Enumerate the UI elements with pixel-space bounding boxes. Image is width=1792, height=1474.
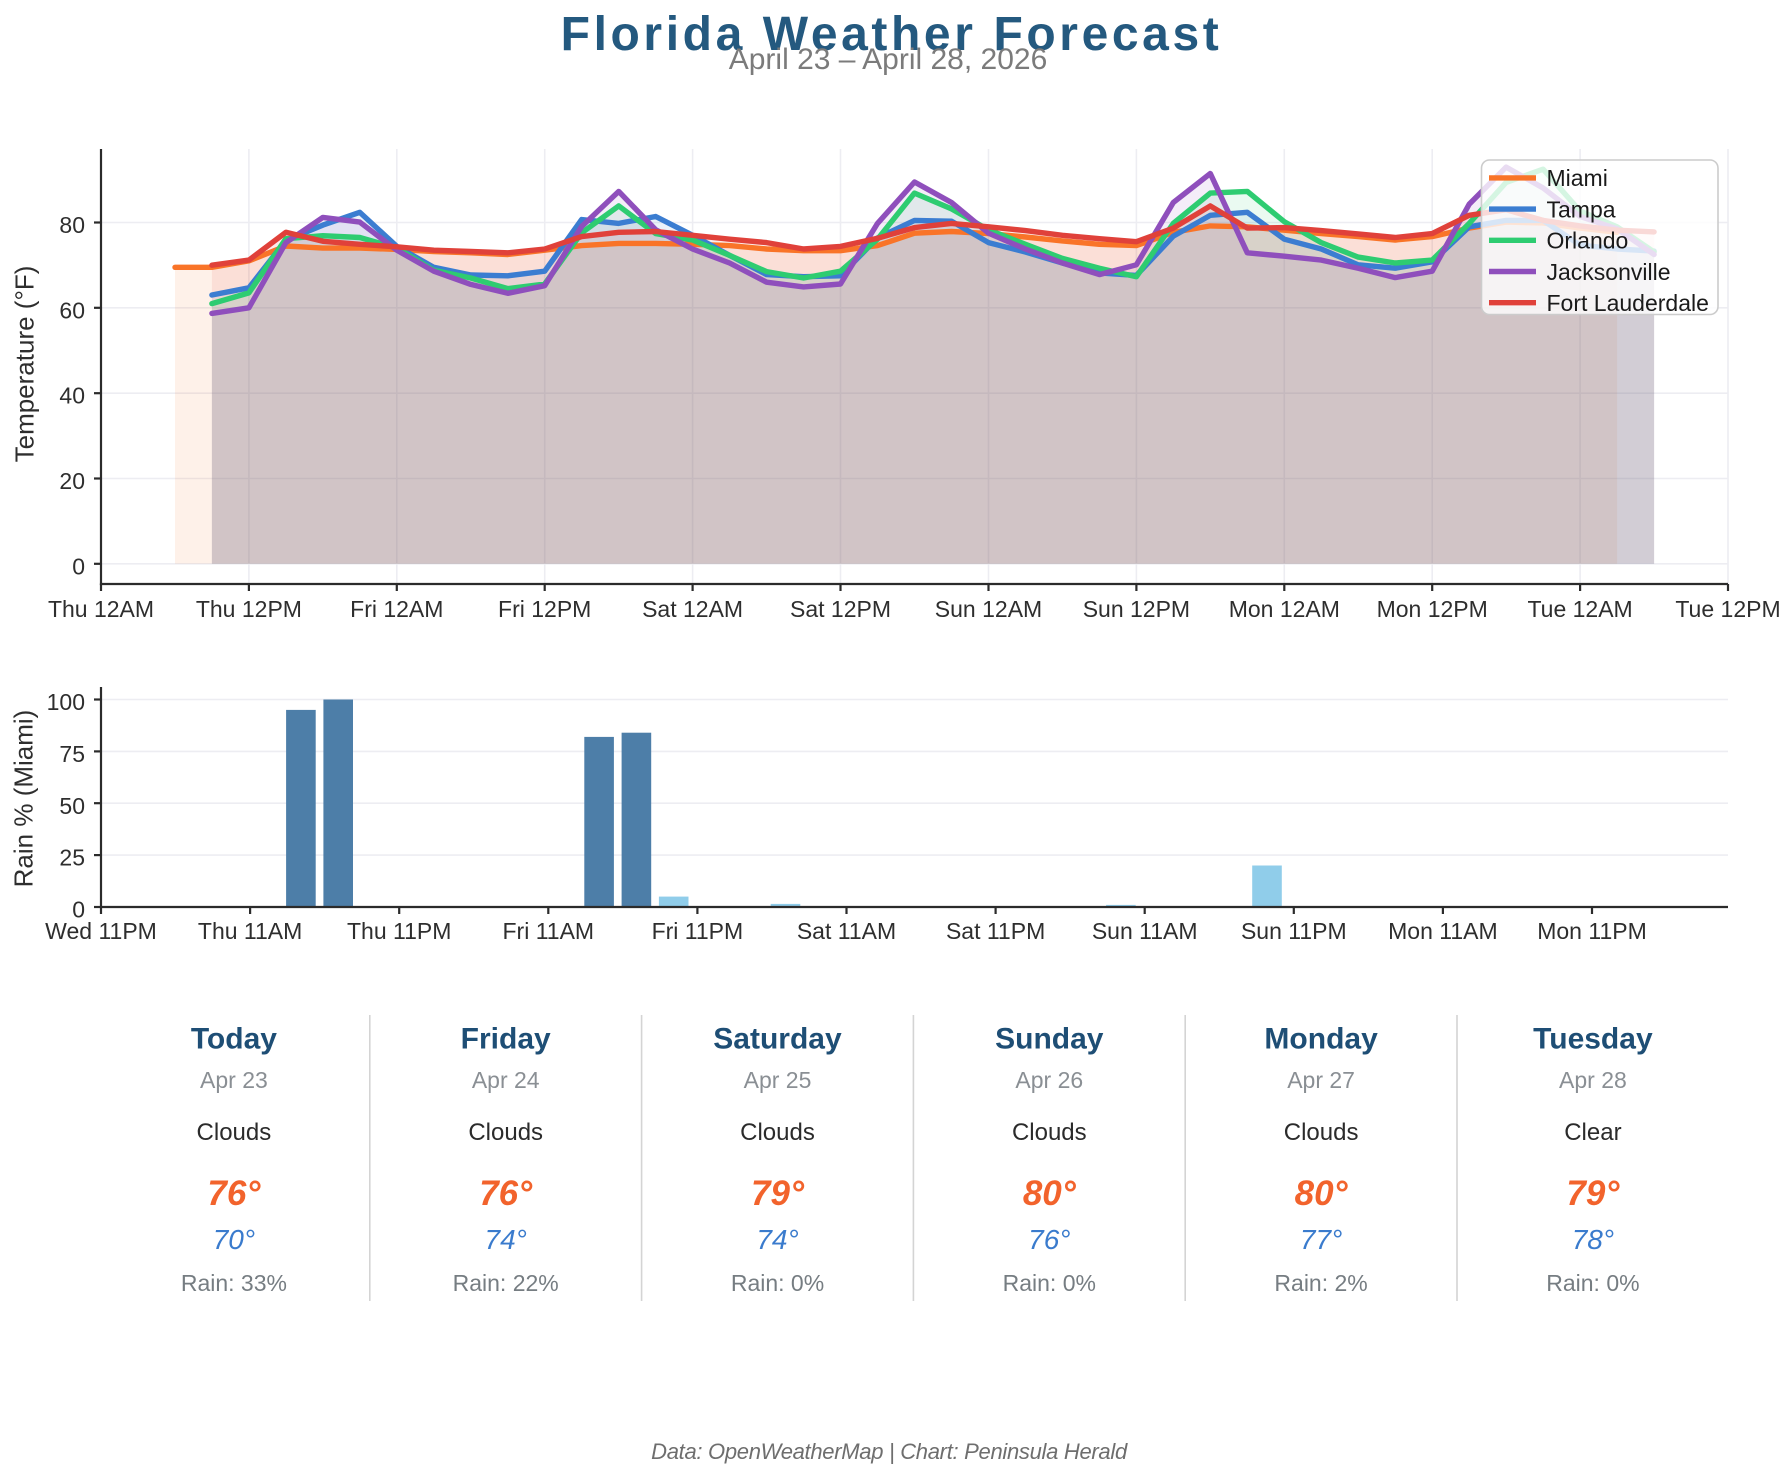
svg-text:25: 25 bbox=[59, 845, 85, 871]
svg-text:Miami: Miami bbox=[1547, 165, 1608, 191]
svg-text:Sun 12AM: Sun 12AM bbox=[935, 596, 1042, 622]
svg-text:Fri 12AM: Fri 12AM bbox=[350, 596, 443, 622]
svg-text:Clouds: Clouds bbox=[740, 1119, 815, 1146]
svg-text:Fri 12PM: Fri 12PM bbox=[498, 596, 591, 622]
svg-text:Rain: 0%: Rain: 0% bbox=[1546, 1270, 1639, 1296]
svg-text:Mon 11AM: Mon 11AM bbox=[1388, 918, 1498, 944]
svg-text:Sat 11AM: Sat 11AM bbox=[797, 918, 896, 944]
svg-text:78°: 78° bbox=[1572, 1224, 1614, 1255]
svg-text:Mon 11PM: Mon 11PM bbox=[1537, 918, 1647, 944]
svg-text:Sat 12PM: Sat 12PM bbox=[790, 596, 891, 622]
svg-text:Clouds: Clouds bbox=[1284, 1119, 1359, 1146]
svg-text:20: 20 bbox=[59, 468, 85, 494]
svg-text:Rain: 2%: Rain: 2% bbox=[1274, 1270, 1367, 1296]
svg-text:76°: 76° bbox=[1028, 1224, 1070, 1255]
svg-text:100: 100 bbox=[47, 689, 85, 715]
svg-text:Clouds: Clouds bbox=[468, 1119, 543, 1146]
svg-text:Sunday: Sunday bbox=[995, 1023, 1104, 1056]
svg-text:Apr 23: Apr 23 bbox=[200, 1067, 268, 1093]
svg-text:Rain: 22%: Rain: 22% bbox=[453, 1270, 559, 1296]
svg-text:Rain: 0%: Rain: 0% bbox=[731, 1270, 824, 1296]
svg-text:Today: Today bbox=[191, 1023, 277, 1056]
svg-text:0: 0 bbox=[72, 553, 85, 579]
svg-text:Sat 12AM: Sat 12AM bbox=[642, 596, 743, 622]
svg-text:77°: 77° bbox=[1300, 1224, 1342, 1255]
svg-text:70°: 70° bbox=[213, 1224, 255, 1255]
svg-text:76°: 76° bbox=[479, 1174, 533, 1213]
svg-text:Sat 11PM: Sat 11PM bbox=[946, 918, 1045, 944]
svg-text:80°: 80° bbox=[1023, 1174, 1077, 1213]
svg-text:Tue 12PM: Tue 12PM bbox=[1675, 596, 1780, 622]
svg-text:50: 50 bbox=[59, 793, 85, 819]
svg-text:40: 40 bbox=[59, 383, 85, 409]
svg-text:Florida Weather Forecast: Florida Weather Forecast bbox=[561, 8, 1223, 61]
svg-text:74°: 74° bbox=[756, 1224, 798, 1255]
svg-text:79°: 79° bbox=[1566, 1174, 1620, 1213]
svg-text:April 23 – April 28, 2026: April 23 – April 28, 2026 bbox=[729, 43, 1048, 76]
svg-text:Apr 24: Apr 24 bbox=[472, 1067, 540, 1093]
svg-text:Saturday: Saturday bbox=[713, 1023, 842, 1056]
svg-text:Thu 11PM: Thu 11PM bbox=[347, 918, 451, 944]
svg-text:Rain: 33%: Rain: 33% bbox=[181, 1270, 287, 1296]
svg-text:Clouds: Clouds bbox=[197, 1119, 272, 1146]
svg-text:Data: OpenWeatherMap | Chart:: Data: OpenWeatherMap | Chart: Peninsula … bbox=[651, 1439, 1128, 1464]
svg-text:Tue 12AM: Tue 12AM bbox=[1527, 596, 1632, 622]
svg-text:Clear: Clear bbox=[1564, 1119, 1621, 1146]
svg-text:74°: 74° bbox=[485, 1224, 527, 1255]
svg-text:Apr 25: Apr 25 bbox=[744, 1067, 812, 1093]
svg-text:Sun 12PM: Sun 12PM bbox=[1083, 596, 1190, 622]
svg-text:Temperature (°F): Temperature (°F) bbox=[10, 266, 40, 463]
svg-text:0: 0 bbox=[72, 897, 85, 923]
svg-text:Monday: Monday bbox=[1264, 1023, 1378, 1056]
svg-text:Thu 12AM: Thu 12AM bbox=[48, 596, 154, 622]
svg-text:Sun 11AM: Sun 11AM bbox=[1092, 918, 1198, 944]
svg-text:Thu 12PM: Thu 12PM bbox=[196, 596, 302, 622]
svg-text:75: 75 bbox=[59, 741, 85, 767]
svg-text:Orlando: Orlando bbox=[1547, 228, 1629, 254]
svg-text:76°: 76° bbox=[207, 1174, 261, 1213]
svg-text:80: 80 bbox=[59, 212, 85, 238]
svg-text:Fri 11AM: Fri 11AM bbox=[503, 918, 595, 944]
svg-text:Jacksonville: Jacksonville bbox=[1547, 259, 1671, 285]
svg-text:Mon 12PM: Mon 12PM bbox=[1377, 596, 1488, 622]
svg-text:Mon 12AM: Mon 12AM bbox=[1229, 596, 1340, 622]
svg-text:Fort Lauderdale: Fort Lauderdale bbox=[1547, 290, 1709, 316]
svg-text:Apr 26: Apr 26 bbox=[1015, 1067, 1083, 1093]
svg-text:Apr 27: Apr 27 bbox=[1287, 1067, 1355, 1093]
svg-text:80°: 80° bbox=[1295, 1174, 1349, 1213]
svg-text:79°: 79° bbox=[751, 1174, 805, 1213]
svg-text:Rain: 0%: Rain: 0% bbox=[1003, 1270, 1096, 1296]
svg-text:Tampa: Tampa bbox=[1547, 196, 1616, 222]
svg-text:Tuesday: Tuesday bbox=[1533, 1023, 1653, 1056]
svg-text:Rain % (Miami): Rain % (Miami) bbox=[9, 710, 39, 888]
svg-text:Friday: Friday bbox=[461, 1023, 551, 1056]
svg-text:Wed 11PM: Wed 11PM bbox=[45, 918, 157, 944]
svg-text:Apr 28: Apr 28 bbox=[1559, 1067, 1627, 1093]
svg-text:Fri 11PM: Fri 11PM bbox=[652, 918, 744, 944]
svg-text:60: 60 bbox=[59, 297, 85, 323]
svg-text:Thu 11AM: Thu 11AM bbox=[198, 918, 302, 944]
svg-text:Sun 11PM: Sun 11PM bbox=[1241, 918, 1347, 944]
svg-text:Clouds: Clouds bbox=[1012, 1119, 1087, 1146]
